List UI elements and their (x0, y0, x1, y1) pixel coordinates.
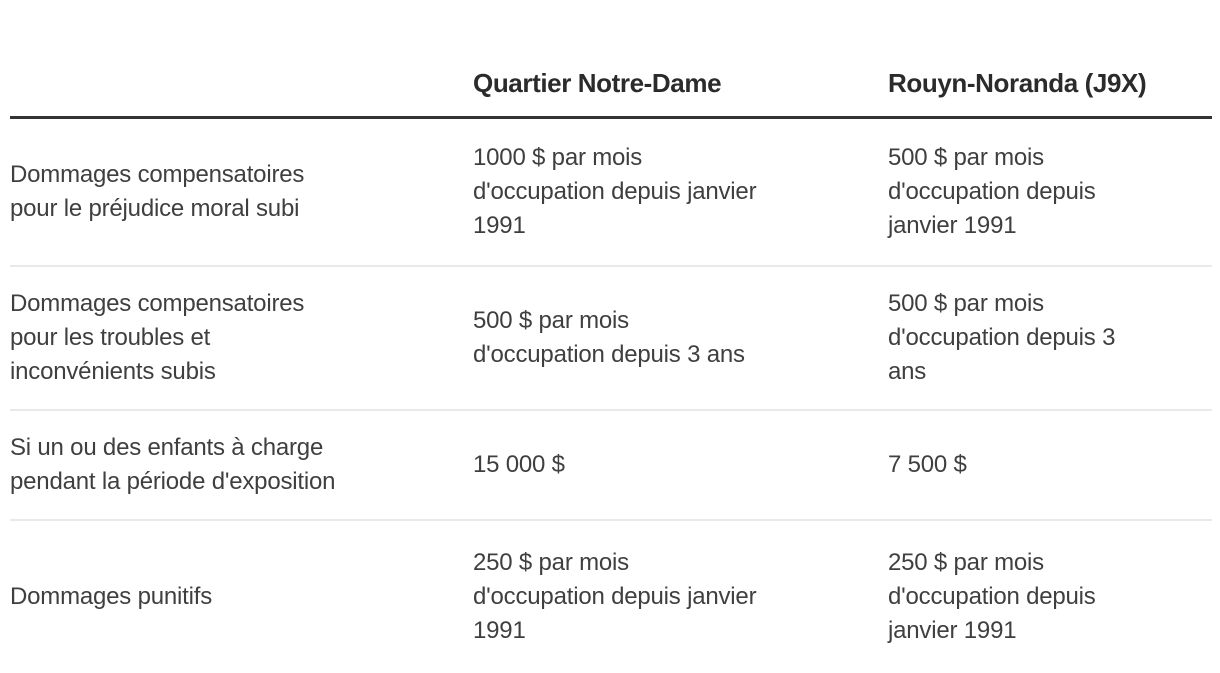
cell-enfants-rouyn-noranda: 7 500 $ (888, 409, 1212, 520)
cell-enfants-notre-dame: 15 000 $ (473, 409, 888, 520)
cell-troubles-rouyn-noranda: 500 $ par mois d'occupation depuis 3 ans (888, 265, 1212, 410)
row-label-dommages-punitifs: Dommages punitifs (10, 519, 473, 673)
column-header-quartier-notre-dame: Quartier Notre-Dame (473, 0, 888, 119)
cell-punitifs-notre-dame: 250 $ par mois d'occupation depuis janvi… (473, 519, 888, 673)
table-row-troubles-inconvenients: Dommages compensatoires pour les trouble… (10, 265, 1212, 410)
cell-prejudice-moral-notre-dame: 1000 $ par mois d'occupation depuis janv… (473, 144, 757, 239)
cell-punitifs-rouyn-noranda: 250 $ par mois d'occupation depuis janvi… (888, 519, 1212, 673)
table-header-row: Quartier Notre-Dame Rouyn-Noranda (J9X) (10, 0, 1212, 119)
row-label-prejudice-moral: Dommages compensatoires pour le préjudic… (10, 161, 305, 222)
column-header-empty (10, 0, 473, 119)
table-row-prejudice-moral: Dommages compensatoires pour le préjudic… (10, 118, 1212, 267)
damages-comparison-table: Quartier Notre-Dame Rouyn-Noranda (J9X) … (10, 0, 1212, 673)
row-label-troubles-inconvenients: Dommages compensatoires pour les trouble… (10, 265, 473, 410)
column-header-rouyn-noranda: Rouyn-Noranda (J9X) (888, 0, 1212, 119)
table-row-enfants-charge: Si un ou des enfants à charge pendant la… (10, 409, 1212, 520)
table-row-dommages-punitifs: Dommages punitifs 250 $ par mois d'occup… (10, 519, 1212, 673)
cell-prejudice-moral-rouyn-noranda: 500 $ par mois d'occupation depuis janvi… (888, 144, 1096, 239)
cell-troubles-notre-dame: 500 $ par mois d'occupation depuis 3 ans (473, 265, 888, 410)
row-label-enfants-charge: Si un ou des enfants à charge pendant la… (10, 409, 473, 520)
